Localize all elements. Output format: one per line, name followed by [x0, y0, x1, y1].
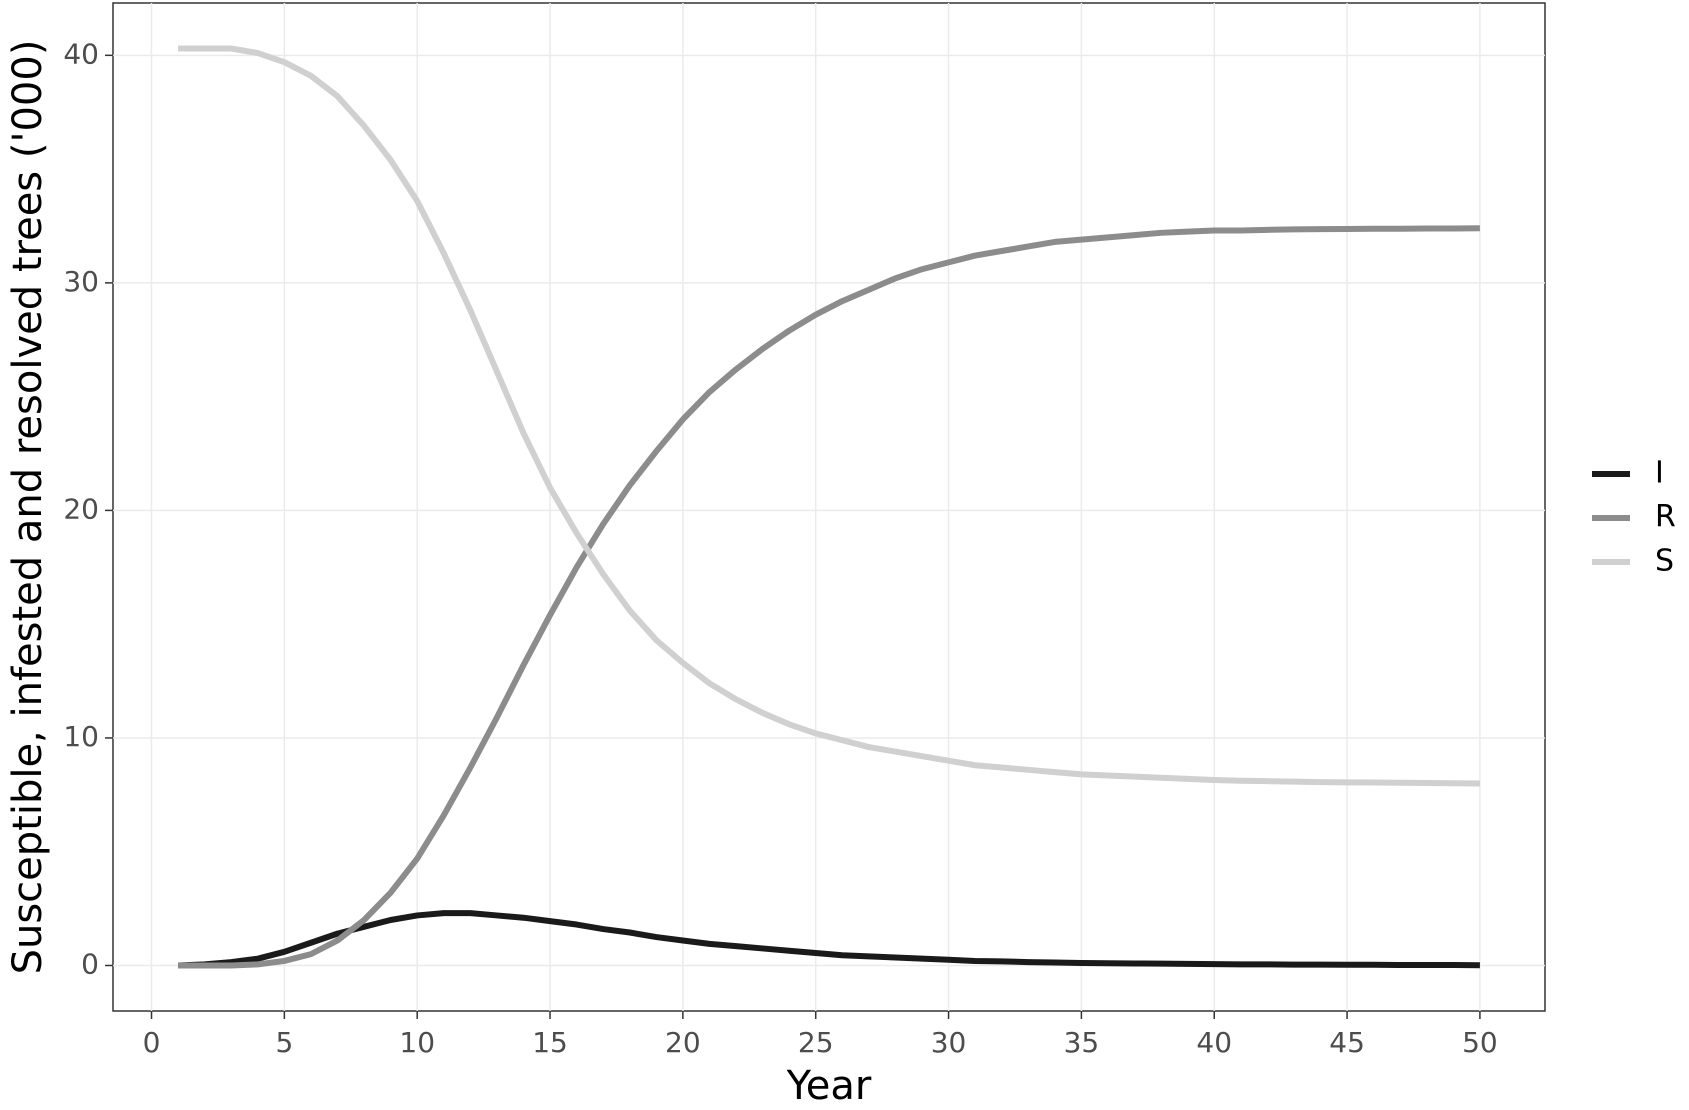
- x-tick-label: 20: [665, 1026, 701, 1059]
- x-tick-label: 15: [532, 1026, 568, 1059]
- axes: 0 5 10 15 20 25 30 35 40 45 50 0 10 20 30 40: [63, 37, 1497, 1059]
- x-tick-label: 40: [1196, 1026, 1232, 1059]
- x-tick-label: 10: [399, 1026, 435, 1059]
- legend-label: I: [1655, 456, 1664, 491]
- x-tick-label: 30: [931, 1026, 967, 1059]
- x-tick-label: 25: [798, 1026, 834, 1059]
- y-tick-label: 10: [63, 720, 99, 753]
- x-tick-label: 50: [1462, 1026, 1498, 1059]
- legend: IRS: [1592, 456, 1676, 579]
- legend-label: S: [1655, 544, 1674, 579]
- y-tick-label: 40: [63, 37, 99, 70]
- lines: [177, 45, 1480, 969]
- legend-label: R: [1655, 500, 1676, 535]
- x-axis-title: Year: [786, 1063, 872, 1109]
- y-tick-label: 0: [81, 947, 99, 980]
- x-tick-label: 5: [275, 1026, 293, 1059]
- series-line: [178, 45, 1480, 787]
- x-tick-label: 45: [1329, 1026, 1365, 1059]
- plot-panel: [112, 2, 1546, 1012]
- y-tick-label: 30: [63, 265, 99, 298]
- series-line: [178, 225, 1480, 969]
- series-line: [177, 910, 1480, 969]
- y-tick-label: 20: [63, 492, 99, 525]
- x-tick-label: 35: [1064, 1026, 1100, 1059]
- y-axis-title: Susceptible, infested and resolved trees…: [5, 40, 51, 975]
- x-tick-label: 0: [143, 1026, 161, 1059]
